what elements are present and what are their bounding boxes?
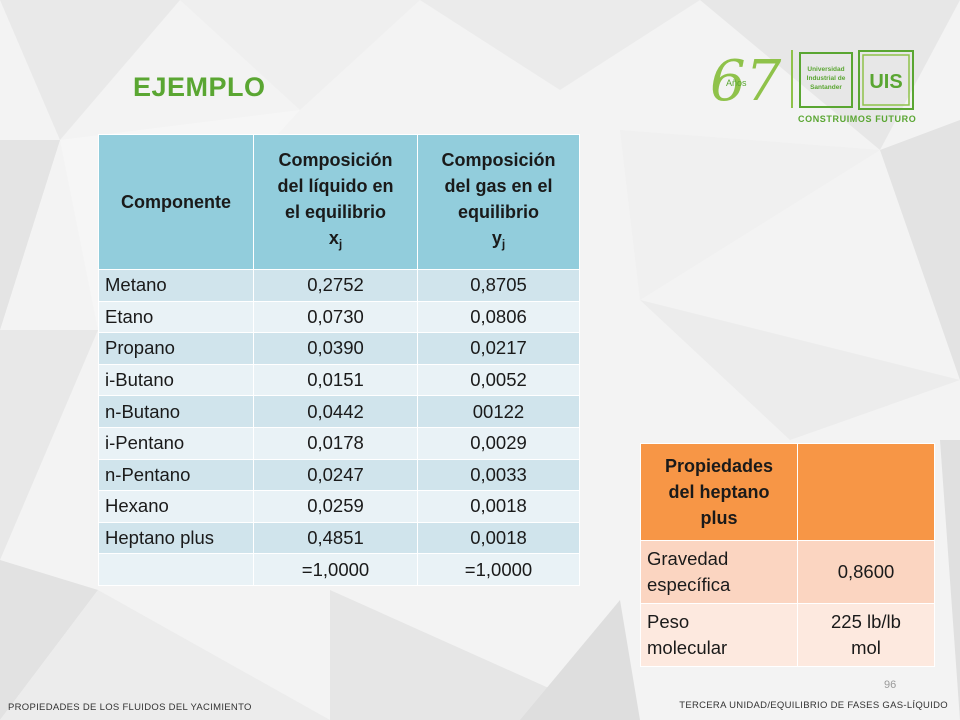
gas-fraction-cell: 0,0052 [417, 363, 580, 397]
header-liquid-composition: Composición del líquido en el equilibrio… [253, 134, 418, 270]
component-cell: i-Pentano [98, 426, 254, 460]
university-line-1: Universidad [807, 66, 845, 73]
property-label-cell: Gravedad específica [640, 540, 798, 604]
liquid-fraction-cell: 0,0442 [253, 395, 418, 428]
university-name-box: Universidad Industrial de Santander [799, 52, 853, 108]
gas-fraction-cell: 0,0018 [417, 521, 580, 555]
table-row: Gravedad específica 0,8600 [640, 540, 935, 604]
university-line-3: Santander [810, 84, 842, 91]
component-cell: i-Butano [98, 363, 254, 397]
table-row: Peso molecular 225 lb/lb mol [640, 603, 935, 667]
property-label-line-2: específica [647, 574, 731, 595]
gas-total-cell: =1,0000 [417, 553, 580, 586]
header-liquid-symbol: x [328, 228, 339, 248]
component-cell: Hexano [98, 490, 254, 523]
liquid-fraction-cell: 0,2752 [253, 269, 418, 302]
header-component: Componente [98, 134, 254, 270]
gas-fraction-cell: 0,0018 [417, 490, 580, 523]
heptane-header-right [797, 443, 935, 541]
table-row: Propano 0,0390 0,0217 [98, 332, 580, 365]
table-row: i-Butano 0,0151 0,0052 [98, 363, 580, 397]
liquid-fraction-cell: 0,0390 [253, 332, 418, 365]
header-liquid-line-3: el equilibrio [284, 202, 386, 222]
property-label-cell: Peso molecular [640, 603, 798, 667]
gas-fraction-cell: 0,0029 [417, 426, 580, 460]
totals-label-cell [98, 553, 254, 586]
component-cell: Etano [98, 300, 254, 334]
university-slogan: CONSTRUIMOS FUTURO [798, 114, 917, 124]
uis-mark: UIS [869, 71, 902, 93]
heptane-header-line-1: Propiedades [664, 456, 774, 476]
property-value-line-2: mol [851, 637, 881, 658]
component-cell: Heptano plus [98, 521, 254, 555]
liquid-fraction-cell: 0,0151 [253, 363, 418, 397]
header-gas-subscript: j [501, 237, 506, 251]
header-liquid-line-2: del líquido en [277, 176, 394, 196]
property-value-cell: 225 lb/lb mol [797, 603, 935, 667]
gas-fraction-cell: 0,0033 [417, 458, 580, 492]
anniversary-word: Años [726, 78, 747, 88]
header-liquid-subscript: j [338, 237, 343, 251]
table-row: Hexano 0,0259 0,0018 [98, 490, 580, 523]
page-number: 96 [884, 679, 897, 691]
heptane-properties-table: Propiedades del heptano plus Gravedad es… [640, 443, 935, 667]
component-cell: Metano [98, 269, 254, 302]
component-cell: Propano [98, 332, 254, 365]
property-label-line-2: molecular [647, 637, 728, 658]
liquid-fraction-cell: 0,0259 [253, 490, 418, 523]
header-gas-line-2: del gas en el [444, 176, 553, 196]
heptane-header-line-3: plus [700, 508, 738, 528]
liquid-fraction-cell: 0,4851 [253, 521, 418, 555]
header-gas-line-3: equilibrio [458, 202, 539, 222]
gas-fraction-cell: 0,0806 [417, 300, 580, 334]
gas-fraction-cell: 0,0217 [417, 332, 580, 365]
table-row: n-Pentano 0,0247 0,0033 [98, 458, 580, 492]
liquid-fraction-cell: 0,0730 [253, 300, 418, 334]
composition-table: Componente Composición del líquido en el… [98, 134, 580, 586]
heptane-header: Propiedades del heptano plus [640, 443, 798, 541]
header-gas-symbol: y [491, 228, 502, 248]
university-line-2: Industrial de [806, 75, 846, 82]
footer-right: TERCERA UNIDAD/EQUILIBRIO DE FASES GAS-L… [679, 700, 948, 711]
logo-divider [791, 50, 793, 108]
property-value-line-1: 0,8600 [837, 561, 895, 582]
uis-seal: UIS [858, 50, 914, 110]
liquid-total-cell: =1,0000 [253, 553, 418, 586]
component-cell: n-Butano [98, 395, 254, 428]
property-label-line-1: Gravedad [647, 548, 729, 569]
table-row: n-Butano 0,0442 00122 [98, 395, 580, 428]
anniversary-number: 67 [710, 49, 782, 110]
header-gas-line-1: Composición [441, 150, 556, 170]
gas-fraction-cell: 00122 [417, 395, 580, 428]
footer-left: PROPIEDADES DE LOS FLUIDOS DEL YACIMIENT… [8, 702, 252, 713]
table-row: Metano 0,2752 0,8705 [98, 269, 580, 302]
gas-fraction-cell: 0,8705 [417, 269, 580, 302]
totals-row: =1,0000 =1,0000 [98, 553, 580, 586]
table-row: i-Pentano 0,0178 0,0029 [98, 426, 580, 460]
anniversary-67-logo: 67 Años [710, 49, 782, 110]
header-gas-composition: Composición del gas en el equilibrio yj [417, 134, 580, 270]
liquid-fraction-cell: 0,0178 [253, 426, 418, 460]
property-value-cell: 0,8600 [797, 540, 935, 604]
table-row: Etano 0,0730 0,0806 [98, 300, 580, 334]
header-liquid-line-1: Composición [278, 150, 393, 170]
liquid-fraction-cell: 0,0247 [253, 458, 418, 492]
component-cell: n-Pentano [98, 458, 254, 492]
slide-title: EJEMPLO [133, 72, 266, 102]
table-row: Heptano plus 0,4851 0,0018 [98, 521, 580, 555]
property-value-line-1: 225 lb/lb [831, 611, 901, 632]
property-label-line-1: Peso [647, 611, 690, 632]
university-logo: 67 Años Universidad Industrial de Santan… [706, 42, 928, 130]
heptane-header-line-2: del heptano [668, 482, 770, 502]
